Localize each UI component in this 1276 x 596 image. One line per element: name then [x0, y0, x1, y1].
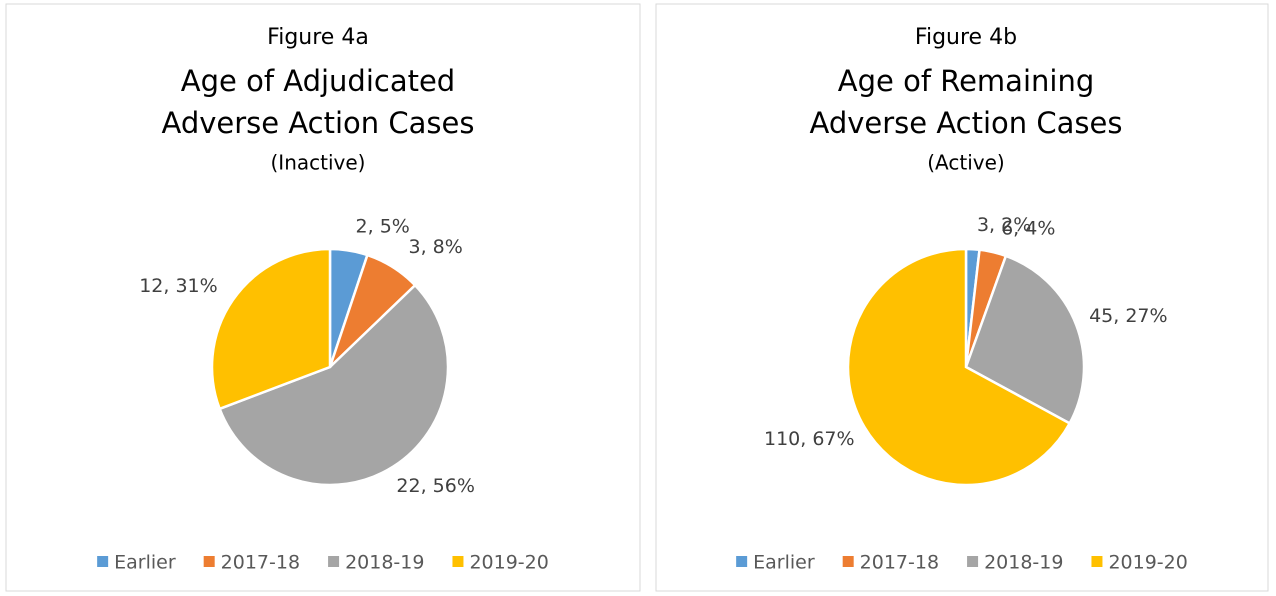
data-label: 6, 4% — [1001, 218, 1055, 240]
legend-label: 2018-19 — [984, 552, 1063, 574]
legend-swatch — [736, 556, 748, 567]
data-label: 110, 67% — [764, 428, 855, 450]
legend-swatch — [452, 556, 464, 567]
legend-label: 2017-18 — [860, 552, 939, 574]
chart-title: Age of Remaining — [838, 64, 1094, 98]
legend-label: Earlier — [753, 552, 815, 574]
chart-title: Adverse Action Cases — [810, 106, 1123, 140]
figure-label: Figure 4b — [915, 25, 1017, 50]
chart-subtitle: (Active) — [927, 151, 1004, 175]
pie-slice — [846, 247, 1072, 487]
legend-swatch — [97, 556, 109, 567]
legend-label: 2019-20 — [469, 552, 548, 574]
legend-swatch — [1091, 556, 1103, 567]
panel-border — [655, 3, 1269, 592]
legend-swatch — [842, 556, 854, 567]
data-label: 3, 2% — [977, 214, 1031, 236]
panel-border — [5, 3, 641, 592]
legend-label: 2017-18 — [221, 552, 300, 574]
pie-slice — [210, 247, 332, 411]
legend-label: 2018-19 — [345, 552, 424, 574]
chart-subtitle: (Inactive) — [271, 151, 366, 175]
data-label: 22, 56% — [396, 475, 475, 497]
legend-label: Earlier — [114, 552, 176, 574]
chart-title: Adverse Action Cases — [162, 106, 475, 140]
chart-title: Age of Adjudicated — [181, 64, 455, 98]
legend-swatch — [203, 556, 215, 567]
legend-swatch — [967, 556, 979, 567]
legend-label: 2019-20 — [1108, 552, 1187, 574]
legend-swatch — [328, 556, 340, 567]
data-label: 3, 8% — [409, 236, 463, 258]
pie-slice — [218, 283, 450, 487]
data-label: 12, 31% — [139, 275, 218, 297]
pie-slice — [964, 254, 1086, 426]
data-label: 45, 27% — [1089, 305, 1168, 327]
figure-label: Figure 4a — [267, 25, 369, 50]
data-label: 2, 5% — [356, 216, 410, 238]
